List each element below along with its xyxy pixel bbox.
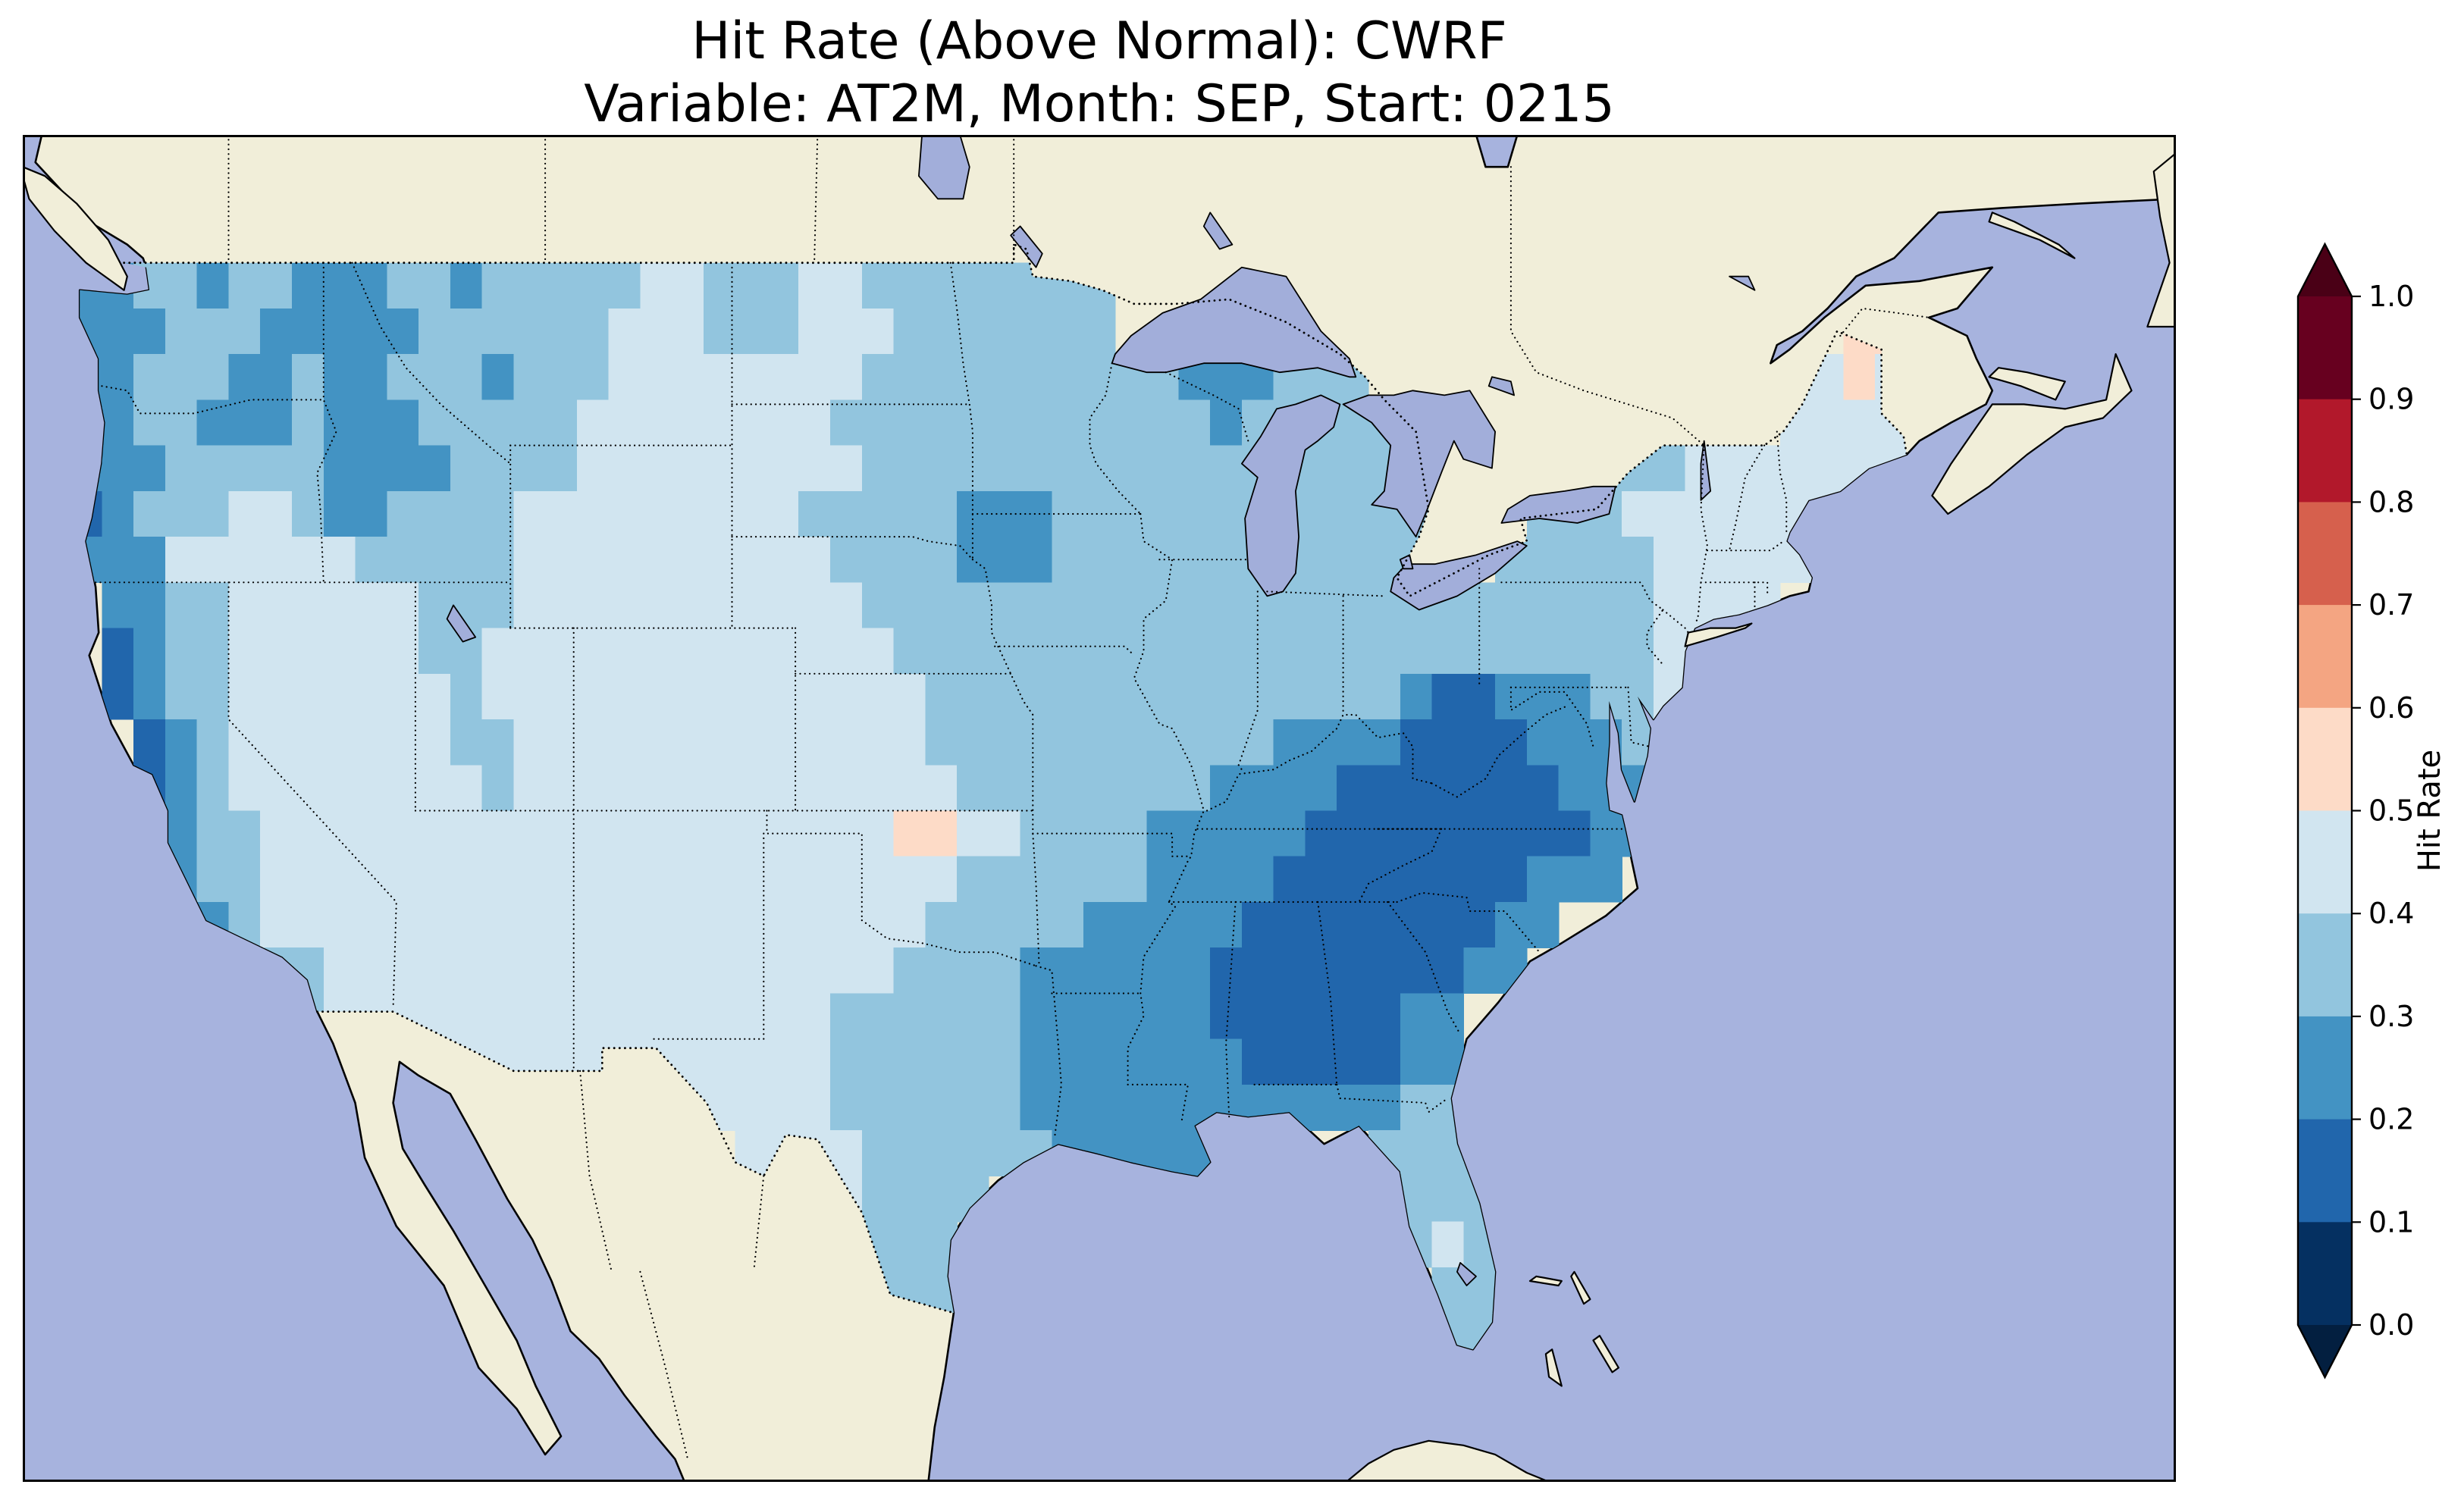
- plot-title-line-2: Variable: AT2M, Month: SEP, Start: 0215: [584, 74, 1615, 134]
- colorbar-label: Hit Rate: [2412, 750, 2447, 872]
- islands: [23, 152, 2176, 1482]
- hit-rate-grid: [80, 262, 1908, 1350]
- country-borders: [123, 243, 1908, 1314]
- lakes: [446, 135, 1756, 1286]
- svg-text:0.1: 0.1: [2368, 1205, 2414, 1239]
- plot-title: Hit Rate (Above Normal): CWRF Variable: …: [23, 11, 2176, 136]
- colorbar-segments: [2298, 296, 2352, 1326]
- svg-text:0.3: 0.3: [2368, 1000, 2414, 1033]
- svg-text:0.5: 0.5: [2368, 794, 2414, 828]
- axes-frame: [23, 135, 2176, 1482]
- state-borders: [95, 135, 1930, 1460]
- colorbar-ticks: 1.0 0.9 0.8 0.7 0.6 0.5 0.4 0.3 0.2 0.1 0.0: [2352, 280, 2414, 1342]
- svg-text:0.4: 0.4: [2368, 897, 2414, 930]
- svg-text:0.8: 0.8: [2368, 485, 2414, 518]
- plot-title-line-1: Hit Rate (Above Normal): CWRF: [691, 11, 1507, 71]
- colorbar-under-arrow: [2298, 1325, 2352, 1377]
- svg-text:0.0: 0.0: [2368, 1308, 2414, 1342]
- svg-text:0.2: 0.2: [2368, 1103, 2414, 1136]
- colorbar-over-arrow: [2298, 244, 2352, 296]
- svg-text:0.9: 0.9: [2368, 383, 2414, 416]
- svg-text:0.6: 0.6: [2368, 691, 2414, 725]
- map-canvas: [23, 135, 2176, 1482]
- svg-text:0.7: 0.7: [2368, 588, 2414, 622]
- colorbar: 1.0 0.9 0.8 0.7 0.6 0.5 0.4 0.3 0.2 0.1 0.0 Hit Rat…: [2274, 224, 2464, 1407]
- svg-text:1.0: 1.0: [2368, 280, 2414, 313]
